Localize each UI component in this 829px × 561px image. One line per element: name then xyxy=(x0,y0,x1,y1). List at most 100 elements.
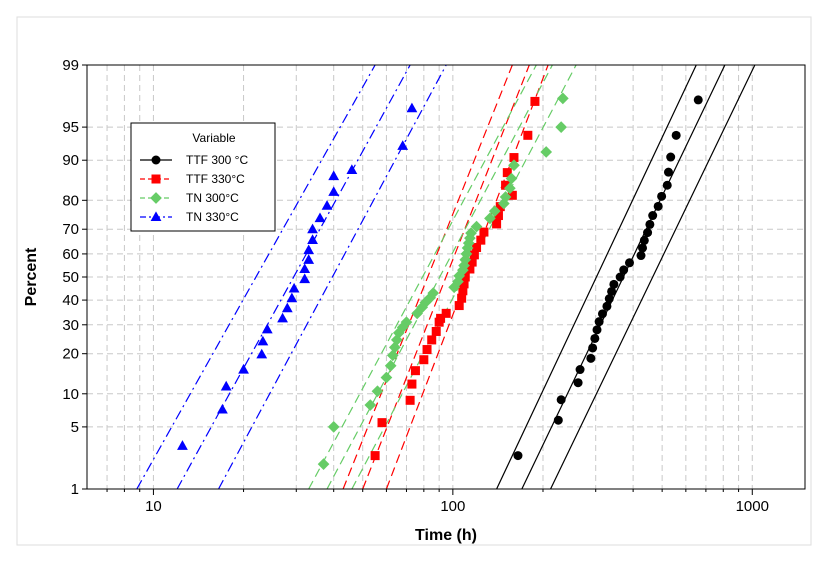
legend-label: TTF 300 °C xyxy=(186,153,248,167)
data-point xyxy=(458,286,468,296)
ci-upper-line xyxy=(218,65,447,489)
data-point xyxy=(261,323,273,334)
data-point xyxy=(639,235,649,245)
data-point xyxy=(419,355,429,365)
y-tick-label: 30 xyxy=(62,317,79,334)
ci-lower-line xyxy=(496,65,697,489)
data-point xyxy=(288,282,300,293)
fit-line xyxy=(362,65,530,489)
data-point xyxy=(462,237,475,249)
data-point xyxy=(277,312,288,323)
data-point xyxy=(607,286,617,296)
data-point xyxy=(657,191,667,201)
data-point xyxy=(314,212,326,223)
data-point xyxy=(499,191,512,203)
data-point xyxy=(648,211,658,221)
y-tick-label: 20 xyxy=(62,346,79,363)
y-tick-label: 99 xyxy=(62,57,79,74)
data-point xyxy=(321,200,333,210)
y-tick-label: 90 xyxy=(62,152,79,169)
data-point xyxy=(662,180,672,190)
data-point xyxy=(454,301,464,311)
data-point xyxy=(465,227,477,239)
data-point xyxy=(427,287,440,299)
ci-lower-line xyxy=(308,65,537,489)
data-point xyxy=(410,366,420,376)
data-point xyxy=(386,349,399,362)
y-axis-label: Percent xyxy=(23,247,40,306)
data-point xyxy=(431,326,441,336)
data-point xyxy=(556,395,566,405)
data-point xyxy=(556,92,569,105)
legend-label: TN 330°C xyxy=(186,210,239,224)
data-point xyxy=(501,180,511,190)
data-point xyxy=(177,440,188,450)
data-point xyxy=(400,316,413,329)
data-point xyxy=(602,301,612,311)
data-point xyxy=(256,348,268,359)
y-tick-label: 80 xyxy=(62,192,79,209)
data-point xyxy=(380,371,393,384)
ci-lower-line xyxy=(342,65,513,489)
x-tick-label: 1000 xyxy=(736,498,769,515)
figure-frame xyxy=(16,16,812,546)
data-point xyxy=(467,257,477,267)
data-point xyxy=(419,296,432,309)
data-point xyxy=(397,140,409,150)
data-point xyxy=(604,294,614,304)
data-point xyxy=(371,385,384,398)
data-point xyxy=(505,172,518,185)
data-point xyxy=(281,302,293,313)
legend-marker xyxy=(150,211,162,222)
data-point xyxy=(406,102,418,113)
y-tick-label: 1 xyxy=(71,481,79,498)
data-point xyxy=(407,379,417,389)
data-point xyxy=(508,159,520,172)
data-point xyxy=(286,292,298,303)
data-point xyxy=(666,152,676,162)
data-point xyxy=(609,279,619,289)
data-point xyxy=(502,168,512,178)
data-point xyxy=(553,415,563,425)
data-point xyxy=(636,251,646,261)
data-point xyxy=(624,258,634,268)
data-point xyxy=(540,146,553,158)
data-point xyxy=(422,345,432,355)
legend-label: TTF 330°C xyxy=(186,172,245,186)
data-point xyxy=(370,451,380,461)
data-point xyxy=(575,365,585,375)
data-point xyxy=(469,250,479,260)
data-point xyxy=(590,333,600,343)
data-point xyxy=(257,335,269,346)
data-point xyxy=(638,243,648,253)
data-point xyxy=(460,272,470,282)
data-point xyxy=(594,317,604,327)
data-point xyxy=(448,281,460,294)
data-point xyxy=(299,273,311,284)
ci-upper-line xyxy=(550,65,756,489)
data-point xyxy=(619,265,629,275)
data-point xyxy=(307,234,318,244)
legend-label: TN 300°C xyxy=(186,191,239,205)
grid xyxy=(87,64,805,490)
legend-marker xyxy=(151,174,161,184)
data-point xyxy=(472,242,482,252)
data-point xyxy=(377,418,387,428)
data-point xyxy=(465,264,475,274)
axes: 10 100 1000 1 5 10 20 30 40 50 60 70 80 90 95 99 xyxy=(62,57,769,515)
data-point xyxy=(384,359,397,372)
data-point xyxy=(509,153,519,163)
data-point xyxy=(217,403,228,414)
y-tick-label: 5 xyxy=(71,419,79,436)
data-point xyxy=(238,363,249,374)
data-point xyxy=(427,335,437,345)
data-point xyxy=(586,353,596,363)
data-point xyxy=(645,219,655,229)
y-tick-label: 10 xyxy=(62,386,79,403)
data-point xyxy=(220,380,232,391)
data-point xyxy=(555,121,568,133)
data-point xyxy=(328,170,340,181)
data-point xyxy=(507,190,517,200)
y-tick-label: 95 xyxy=(62,119,79,136)
